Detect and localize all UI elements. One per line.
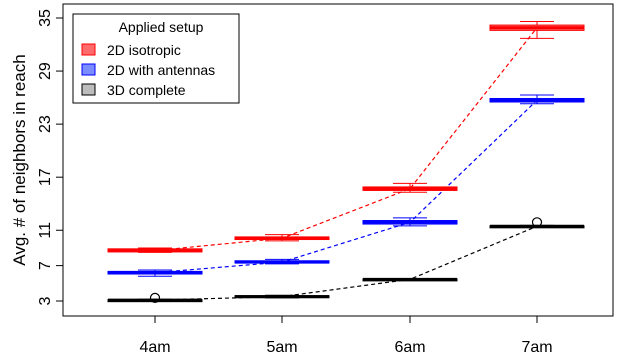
box-group bbox=[234, 258, 330, 265]
median-trend-line bbox=[154, 225, 538, 301]
y-tick-label: 17 bbox=[37, 168, 54, 186]
y-axis-label: Avg. # of neighbors in reach bbox=[10, 54, 29, 265]
legend-entry-label: 3D complete bbox=[107, 82, 186, 98]
outlier-point bbox=[531, 217, 543, 228]
plot-frame bbox=[62, 3, 614, 317]
y-tick-label: 35 bbox=[37, 9, 54, 27]
legend-swatch bbox=[81, 83, 96, 96]
box-group bbox=[234, 294, 330, 299]
x-tick-label: 6am bbox=[394, 339, 425, 354]
box-group bbox=[489, 217, 585, 229]
median-trend-line bbox=[154, 99, 538, 274]
y-tick-label: 11 bbox=[37, 222, 54, 239]
x-tick-label: 5am bbox=[266, 339, 297, 354]
box-group bbox=[234, 234, 330, 242]
box-group bbox=[362, 277, 458, 282]
x-tick-label: 7am bbox=[521, 339, 552, 354]
legend-swatch bbox=[81, 63, 96, 76]
box-group bbox=[107, 247, 203, 253]
legend: Applied setup 2D isotropic 2D with antenna… bbox=[72, 13, 240, 104]
box-group bbox=[362, 182, 458, 193]
legend-entry-label: 2D isotropic bbox=[107, 42, 181, 58]
box-group bbox=[107, 292, 203, 304]
x-tick-label: 4am bbox=[139, 339, 170, 354]
legend-swatch bbox=[81, 43, 96, 56]
y-tick-label: 29 bbox=[37, 62, 54, 80]
legend-entry-label: 2D with antennas bbox=[107, 62, 215, 78]
legend-box bbox=[72, 13, 240, 104]
box-group bbox=[489, 21, 585, 39]
y-tick-label: 23 bbox=[37, 115, 54, 133]
outlier-point bbox=[149, 292, 161, 304]
box-group bbox=[362, 217, 458, 227]
box-group bbox=[107, 269, 203, 277]
plot-area: 3 7 11 17 23 29 35 4am 5am 6am 7am bbox=[37, 3, 614, 354]
median-trend-line bbox=[154, 27, 538, 252]
legend-title: Applied setup bbox=[119, 19, 204, 35]
y-tick-label: 7 bbox=[37, 261, 54, 270]
box-group bbox=[489, 94, 585, 105]
y-tick-label: 3 bbox=[37, 296, 54, 305]
